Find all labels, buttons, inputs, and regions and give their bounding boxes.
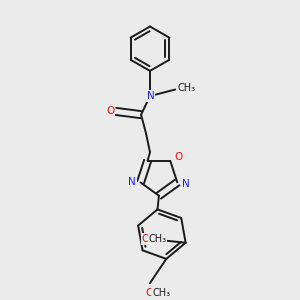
Text: O: O	[175, 152, 183, 162]
Text: O: O	[145, 288, 153, 298]
Text: O: O	[106, 106, 115, 116]
Text: N: N	[128, 177, 136, 187]
Text: CH₃: CH₃	[148, 234, 166, 244]
Text: CH₃: CH₃	[152, 288, 170, 298]
Text: CH₃: CH₃	[178, 83, 196, 93]
Text: O: O	[141, 234, 150, 244]
Text: N: N	[182, 179, 190, 189]
Text: N: N	[147, 91, 154, 101]
